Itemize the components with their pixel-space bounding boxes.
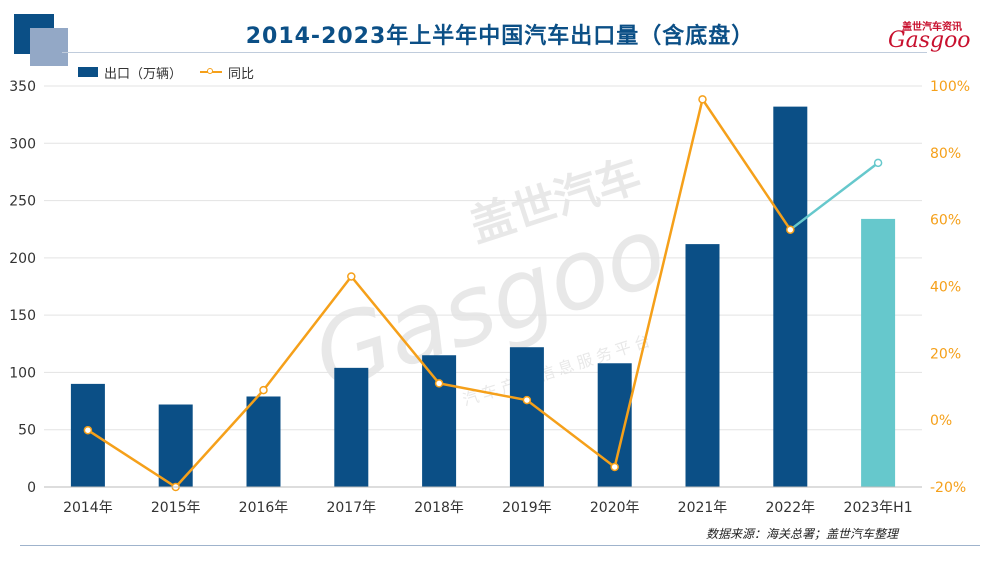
legend-item-bar: 出口（万辆）	[78, 63, 182, 82]
bar-2018年	[422, 355, 457, 487]
source-note: 数据来源：海关总署；盖世汽车整理	[706, 527, 899, 541]
corner-decoration-light	[30, 28, 68, 66]
x-tick-label: 2018年	[414, 500, 464, 516]
x-tick-label: 2016年	[239, 500, 289, 516]
x-tick-label: 2022年	[765, 500, 815, 516]
bars-group	[70, 106, 896, 487]
chart-title: 2014-2023年上半年中国汽车出口量（含底盘）	[245, 24, 755, 49]
y-right-tick-label: -20%	[930, 480, 966, 496]
y-right-tick-label: 20%	[930, 346, 961, 362]
y-left-tick-label: 200	[9, 251, 36, 267]
x-tick-label: 2023年H1	[844, 500, 913, 516]
yoy-point-2019年	[522, 395, 532, 405]
x-tick-label: 2019年	[502, 500, 552, 516]
legend-line-swatch	[200, 68, 223, 74]
bar-2023年H1	[861, 218, 896, 487]
yoy-point-2018年	[434, 379, 444, 388]
y-left-tick-label: 50	[18, 423, 36, 439]
x-tick-label: 2017年	[326, 500, 376, 516]
x-tick-label: 2014年	[63, 500, 113, 516]
y-left-tick-label: 0	[27, 480, 36, 496]
y-left-tick-label: 100	[9, 365, 36, 381]
y-left-tick-label: 250	[9, 194, 36, 210]
yoy-point-2014年	[83, 425, 93, 435]
y-right-tick-label: 40%	[930, 280, 961, 296]
y-left-tick-label: 350	[9, 79, 36, 95]
chart-legend: 出口（万辆） 同比	[78, 63, 272, 82]
logo-en-text: Gasgoo	[888, 28, 971, 53]
logo-cn-text: 盖世汽车资讯	[902, 22, 962, 33]
yoy-point-2022年	[786, 225, 795, 234]
x-tick-label: 2015年	[151, 500, 201, 516]
bar-2019年	[509, 347, 544, 487]
legend-bar-label: 出口（万辆）	[104, 66, 183, 82]
y-right-tick-label: 80%	[930, 146, 961, 162]
title-underline	[62, 52, 927, 53]
yoy-point-2023年H1	[873, 158, 883, 168]
gasgoo-logo: 盖世汽车资讯 Gasgoo	[878, 14, 988, 64]
y-right-tick-label: 60%	[930, 213, 961, 229]
legend-bar-swatch	[78, 67, 98, 77]
legend-item-line: 同比	[200, 63, 254, 82]
bar-2022年	[773, 106, 808, 487]
bar-2014年	[70, 383, 105, 487]
yoy-point-2017年	[347, 272, 356, 281]
y-right-tick-label: 100%	[930, 79, 970, 95]
yoy-point-2016年	[259, 385, 268, 395]
yoy-line-highlight-segment	[789, 161, 879, 231]
line-series-group	[83, 95, 883, 492]
x-tick-label: 2020年	[590, 500, 640, 516]
yoy-point-2021年	[698, 95, 707, 104]
footer-line	[20, 545, 980, 546]
bar-2016年	[246, 396, 281, 487]
yoy-point-2020年	[610, 462, 619, 472]
bar-2021年	[685, 244, 720, 487]
axes-group: 0 50 100 150 200 250 300 350 -20% 0% 20% 40% 60% 80% 1…	[9, 79, 970, 516]
bar-2017年	[334, 367, 369, 487]
y-right-tick-label: 0%	[930, 413, 952, 429]
legend-line-label: 同比	[228, 66, 255, 82]
y-left-tick-label: 300	[9, 136, 36, 152]
y-left-tick-label: 150	[9, 308, 36, 324]
x-tick-label: 2021年	[678, 500, 728, 516]
